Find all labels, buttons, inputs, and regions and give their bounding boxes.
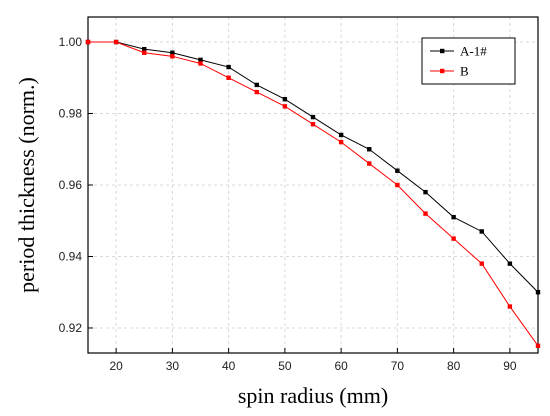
y-tick-label: 1.00 [59, 35, 83, 49]
legend-entry: B [430, 64, 469, 79]
data-point [113, 39, 119, 45]
data-point [395, 182, 400, 188]
legend-marker [440, 48, 445, 54]
axis-ticks: 20 30 40 50 60 70 80 90 0.92 0.94 0.96 0.98 1.00 [59, 35, 517, 373]
x-tick-label: 40 [222, 359, 236, 373]
legend-label: A-1# [460, 44, 487, 59]
y-tick-label: 0.94 [59, 249, 83, 263]
x-axis-title: spin radius (mm) [238, 383, 388, 408]
data-point [310, 122, 316, 127]
data-point [479, 261, 484, 266]
data-point [282, 97, 288, 102]
x-tick-label: 80 [447, 359, 461, 373]
data-point [282, 104, 288, 109]
data-point [535, 343, 541, 349]
y-tick-label: 0.98 [59, 107, 83, 121]
data-point [507, 304, 513, 309]
data-point [451, 236, 456, 241]
data-point [170, 50, 175, 55]
data-point [451, 214, 456, 220]
data-point [254, 82, 259, 88]
data-point [338, 139, 344, 145]
legend: A-1# B [421, 37, 516, 85]
data-point [198, 61, 203, 66]
data-point [170, 54, 175, 59]
x-tick-label: 60 [334, 359, 348, 373]
data-point [367, 147, 372, 152]
data-point [226, 64, 231, 70]
data-point [535, 290, 541, 295]
data-point [507, 261, 513, 266]
series-lines [85, 39, 541, 349]
data-point [85, 39, 91, 45]
x-tick-label: 70 [391, 359, 405, 373]
y-tick-label: 0.92 [59, 321, 83, 335]
data-point [142, 46, 147, 52]
data-point [198, 57, 203, 63]
legend-box [421, 37, 516, 85]
x-tick-label: 90 [503, 359, 517, 373]
x-tick-label: 50 [278, 359, 292, 373]
data-point [423, 211, 428, 216]
legend-label: B [460, 64, 469, 79]
data-point [423, 189, 428, 195]
data-point [367, 161, 372, 166]
y-tick-label: 0.96 [59, 178, 83, 192]
series-2 [85, 39, 541, 349]
data-point [310, 114, 316, 120]
data-point [395, 168, 400, 173]
data-point [479, 229, 484, 234]
y-axis-title: period thickness (norm.) [14, 77, 39, 293]
series-line [88, 41, 539, 347]
data-point [254, 89, 259, 95]
data-point [142, 50, 147, 55]
x-tick-label: 20 [109, 359, 123, 373]
data-point [338, 132, 344, 138]
legend-marker [440, 68, 445, 74]
data-point [226, 75, 231, 80]
x-tick-label: 30 [166, 359, 180, 373]
legend-entry: A-1# [430, 44, 487, 59]
